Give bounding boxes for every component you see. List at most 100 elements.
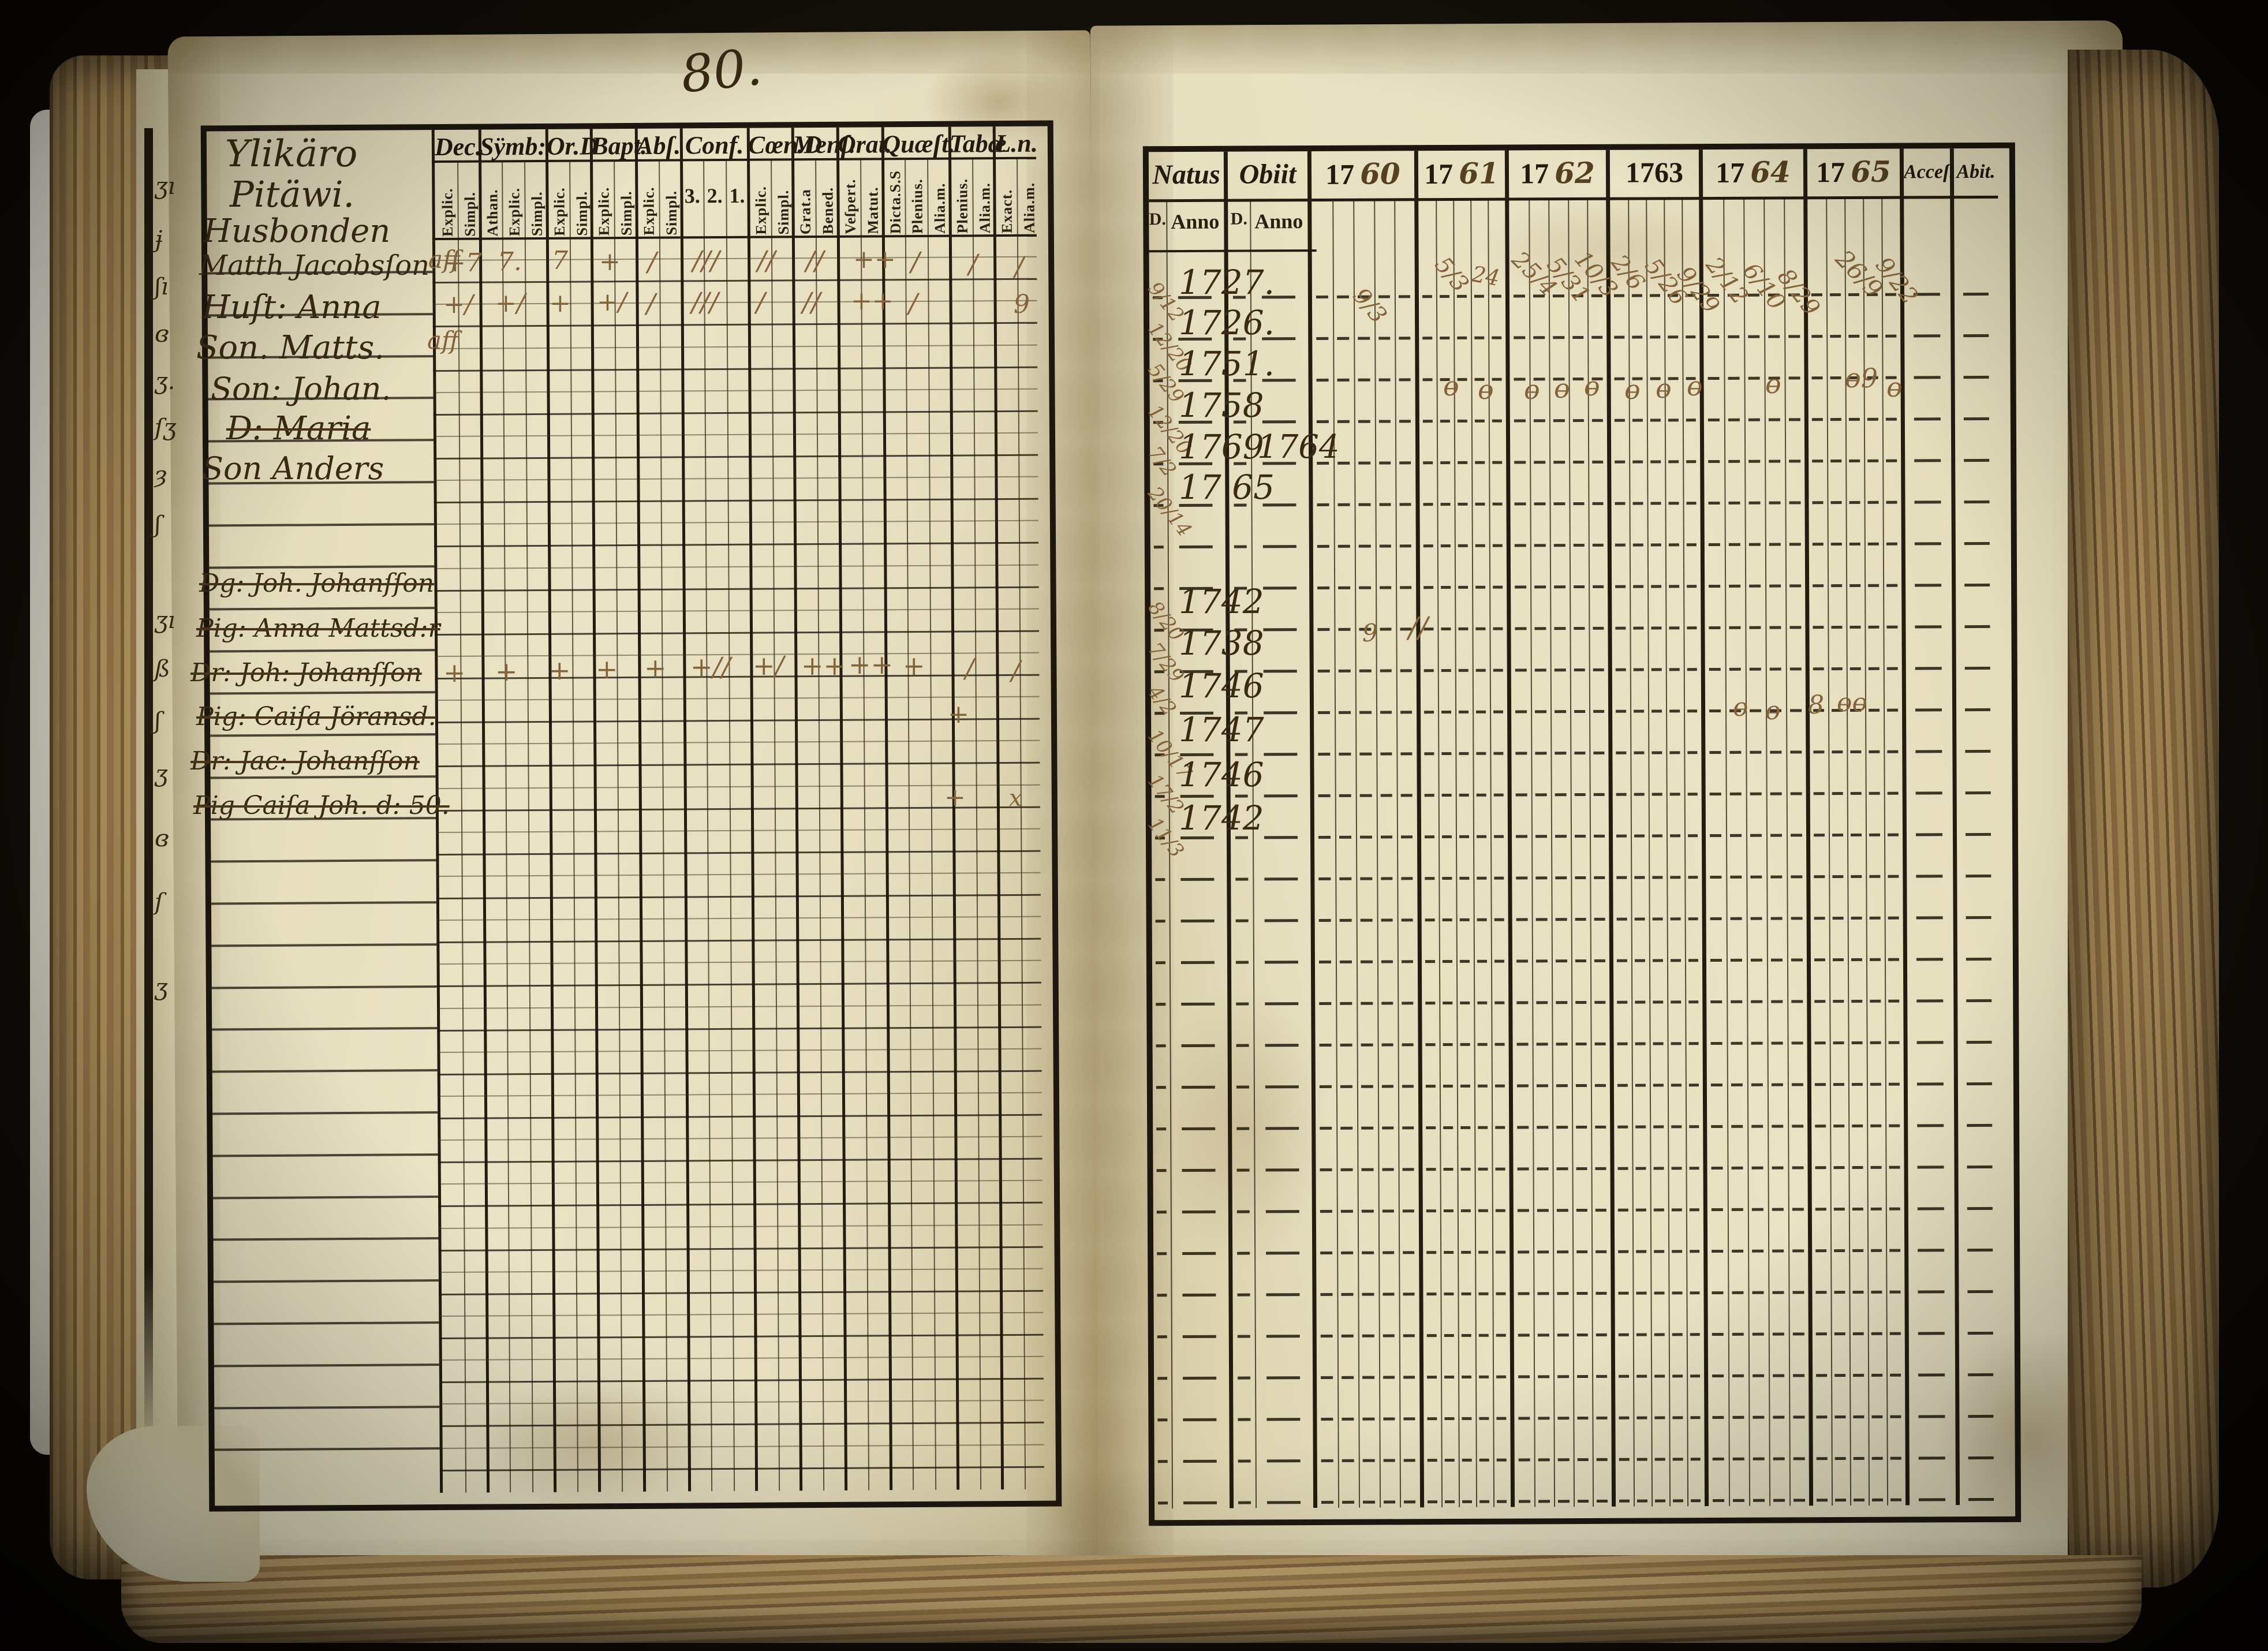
natus-year-entry: 1746	[1179, 666, 1264, 705]
previous-page-text-fragment: ſ	[155, 889, 163, 916]
natus-year-entry: 1758	[1179, 386, 1264, 425]
communion-mark: //	[1408, 611, 1428, 644]
attendance-mark: +	[550, 289, 571, 318]
attendance-mark: +7	[444, 248, 482, 278]
previous-page-text-fragment: ȝ	[155, 462, 167, 488]
attendance-mark: +	[944, 783, 966, 812]
communion-mark: ɵ	[1886, 372, 1903, 403]
communion-mark: ɵ	[1733, 693, 1748, 722]
communion-mark: ɵ	[1624, 374, 1641, 405]
attendance-mark: ++	[853, 245, 896, 274]
attendance-mark: ///	[693, 245, 720, 276]
previous-page-text-fragment: ß	[155, 656, 170, 682]
communion-mark: 9	[1362, 619, 1378, 647]
handwritten-name: Ylikäro	[225, 133, 358, 175]
natus-year-entry: 1769	[1179, 427, 1264, 466]
communion-mark: ɵ	[1584, 371, 1600, 402]
natus-year-entry: 1738	[1179, 623, 1264, 663]
communion-mark: 9∕3	[1347, 283, 1392, 329]
attendance-mark: +	[548, 655, 571, 686]
handwritten-name: Pitäwi.	[230, 173, 355, 215]
previous-page-text-fragment: ʒ	[155, 974, 168, 1001]
attendance-mark: +/	[495, 289, 525, 318]
communion-mark: ɵ	[1524, 374, 1540, 405]
handwritten-name: Pig Caiſa Joh. d: 50.	[193, 791, 450, 820]
obiit-year-entry: 1764	[1257, 428, 1340, 466]
communion-mark: ɵ	[1478, 374, 1494, 405]
handwritten-name: Huſt: Anna	[202, 289, 382, 326]
communion-mark: ɵ	[1554, 373, 1570, 404]
attendance-mark: +	[495, 656, 518, 687]
natus-day-entry: 4∕2	[1143, 681, 1181, 720]
natus-year-entry: 1742	[1179, 582, 1264, 621]
communion-mark: 24	[1470, 261, 1502, 292]
attendance-mark: /	[911, 246, 920, 277]
attendance-mark: /	[1015, 251, 1024, 282]
previous-page-text-fragment: ʒı	[155, 173, 175, 200]
attendance-mark: 7.	[498, 247, 522, 277]
attendance-mark: /	[648, 246, 657, 277]
previous-page-text-fragment: ɞ	[155, 321, 169, 348]
previous-page-text-fragment: ʒı	[155, 607, 175, 634]
previous-page-text-fragment: ɞ	[155, 826, 169, 852]
communion-mark: ɵ	[1656, 373, 1672, 404]
attendance-mark: +	[903, 650, 925, 681]
attendance-mark: +	[644, 652, 667, 683]
attendance-mark: +	[596, 653, 618, 685]
natus-year-entry: 17 65	[1179, 468, 1275, 507]
handwritten-name: D: Maria	[226, 410, 371, 447]
previous-page-text-fragment: ʒ.	[155, 368, 175, 395]
communion-mark: 5∕3	[1429, 252, 1474, 298]
previous-page-text-fragment: ɉ	[155, 226, 162, 253]
attendance-mark: /	[647, 287, 656, 319]
attendance-mark: +	[599, 247, 621, 277]
handwritten-name: Pig: Caiſa Jöransd.	[196, 702, 436, 731]
communion-mark: 8	[1808, 690, 1824, 720]
attendance-mark: ///	[692, 286, 719, 318]
communion-mark: ɵ	[1443, 371, 1459, 402]
communion-mark: ɵ	[1765, 368, 1781, 399]
handwritten-name: Dr: Jac: Johanſſon	[190, 746, 420, 776]
natus-year-entry: 1726.	[1179, 303, 1275, 342]
attendance-mark: /	[965, 652, 974, 683]
communion-mark: ɵɵ	[1837, 688, 1867, 718]
natus-year-entry: 1747	[1179, 710, 1264, 749]
communion-mark: ɵ	[1765, 696, 1781, 726]
attendance-mark: /	[756, 286, 765, 318]
previous-page-text-fragment: ʃı	[155, 274, 169, 300]
natus-year-entry: 1751.	[1179, 344, 1275, 383]
attendance-mark: ++	[849, 649, 894, 680]
attendance-mark: +//	[690, 651, 731, 682]
attendance-mark: aff	[427, 326, 459, 354]
attendance-mark: /	[909, 287, 918, 319]
attendance-mark: //	[806, 245, 824, 276]
natus-year-entry: 1746	[1179, 755, 1264, 794]
previous-page-text-fragment: ʃ	[155, 708, 161, 734]
attendance-mark: +/	[597, 287, 627, 317]
attendance-mark: /	[1011, 655, 1021, 686]
handwritten-name: Dg: Joh. Johanſſon	[199, 569, 435, 598]
attendance-mark: +	[948, 700, 969, 729]
communion-mark: ɵ9	[1845, 363, 1878, 394]
handwritten-name: Son. Matts.	[196, 329, 385, 367]
natus-year-entry: 1742	[1179, 798, 1264, 838]
previous-page-text-fragment: ʒ	[155, 761, 168, 787]
handwritten-name: Son Anders	[202, 450, 384, 487]
attendance-mark: +/	[443, 290, 473, 319]
attendance-mark: x	[1009, 785, 1022, 812]
handwritten-name: Dr: Joh: Johanſſon	[190, 658, 422, 688]
natus-year-entry: 1727.	[1179, 263, 1275, 302]
attendance-mark: //	[757, 245, 775, 276]
attendance-mark: ++	[801, 650, 846, 681]
handwritten-name: Matth Jacobsſon	[199, 249, 430, 282]
previous-page-text-fragment: ʃ	[155, 511, 161, 538]
attendance-mark: //	[802, 286, 820, 318]
previous-page-text-fragment: ſʒ	[155, 414, 177, 441]
attendance-mark: +/	[753, 650, 784, 681]
handwritten-name: Husbonden	[203, 212, 391, 250]
handwritten-name: Pig: Anna Mattsd:r	[196, 614, 440, 643]
attendance-mark: ++	[851, 286, 894, 316]
attendance-mark: +	[443, 657, 466, 688]
